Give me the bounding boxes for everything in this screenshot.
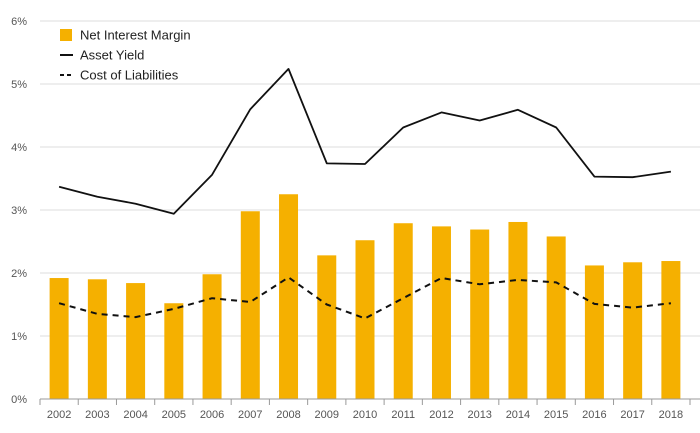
x-tick-label: 2018 [659,409,683,421]
legend: Net Interest Margin Asset Yield Cost of Li… [60,28,191,83]
x-tick-label: 2005 [162,409,186,421]
bar [623,262,643,399]
bar [470,229,490,399]
x-tick-label: 2008 [276,409,300,421]
x-tick-label: 2010 [353,409,377,421]
x-tick-label: 2009 [315,409,339,421]
bar [393,223,413,399]
x-tick-label: 2016 [582,409,606,421]
y-tick-label: 6% [11,16,27,28]
x-tick-label: 2002 [47,409,71,421]
bar [584,265,604,399]
bar [49,278,69,399]
x-tick-label: 2004 [123,409,147,421]
y-tick-label: 0% [11,394,27,406]
bar [431,226,451,399]
y-tick-label: 2% [11,268,27,280]
bar [661,261,681,399]
y-tick-label: 3% [11,205,27,217]
x-tick-label: 2011 [391,409,415,421]
bar [87,279,107,399]
bar [508,221,528,399]
line-series-asset-yield [58,68,672,215]
line-series [58,68,672,320]
legend-label: Cost of Liabilities [80,68,179,83]
legend-label: Net Interest Margin [80,28,191,43]
x-tick-label: 2012 [429,409,453,421]
bar [546,236,566,399]
x-axis: 2002 2003 2004 2005 2006 2007 2008 2009 2010 2011… [39,398,700,421]
x-tick-label: 2013 [467,409,491,421]
y-tick-label: 4% [11,142,27,154]
bar [240,211,260,399]
bar [317,255,337,399]
y-tick-label: 1% [11,331,27,343]
line-series-cost-of-liabilities [58,276,672,320]
bar [126,283,146,399]
x-tick-label: 2006 [200,409,224,421]
bar [164,303,184,399]
bar-series-net-interest-margin [49,194,681,399]
x-tick-label: 2017 [620,409,644,421]
x-tick-label: 2007 [238,409,262,421]
x-tick-label: 2015 [544,409,568,421]
x-tick-label: 2014 [506,409,530,421]
legend-label: Asset Yield [80,48,144,63]
bar [202,274,222,399]
bar [355,240,375,399]
x-tick-label: 2003 [85,409,109,421]
y-axis: 0% 1% 2% 3% 4% 5% 6% [11,16,27,406]
y-tick-label: 5% [11,79,27,91]
legend-swatch-net-interest-margin [60,29,72,41]
bar [279,194,299,399]
